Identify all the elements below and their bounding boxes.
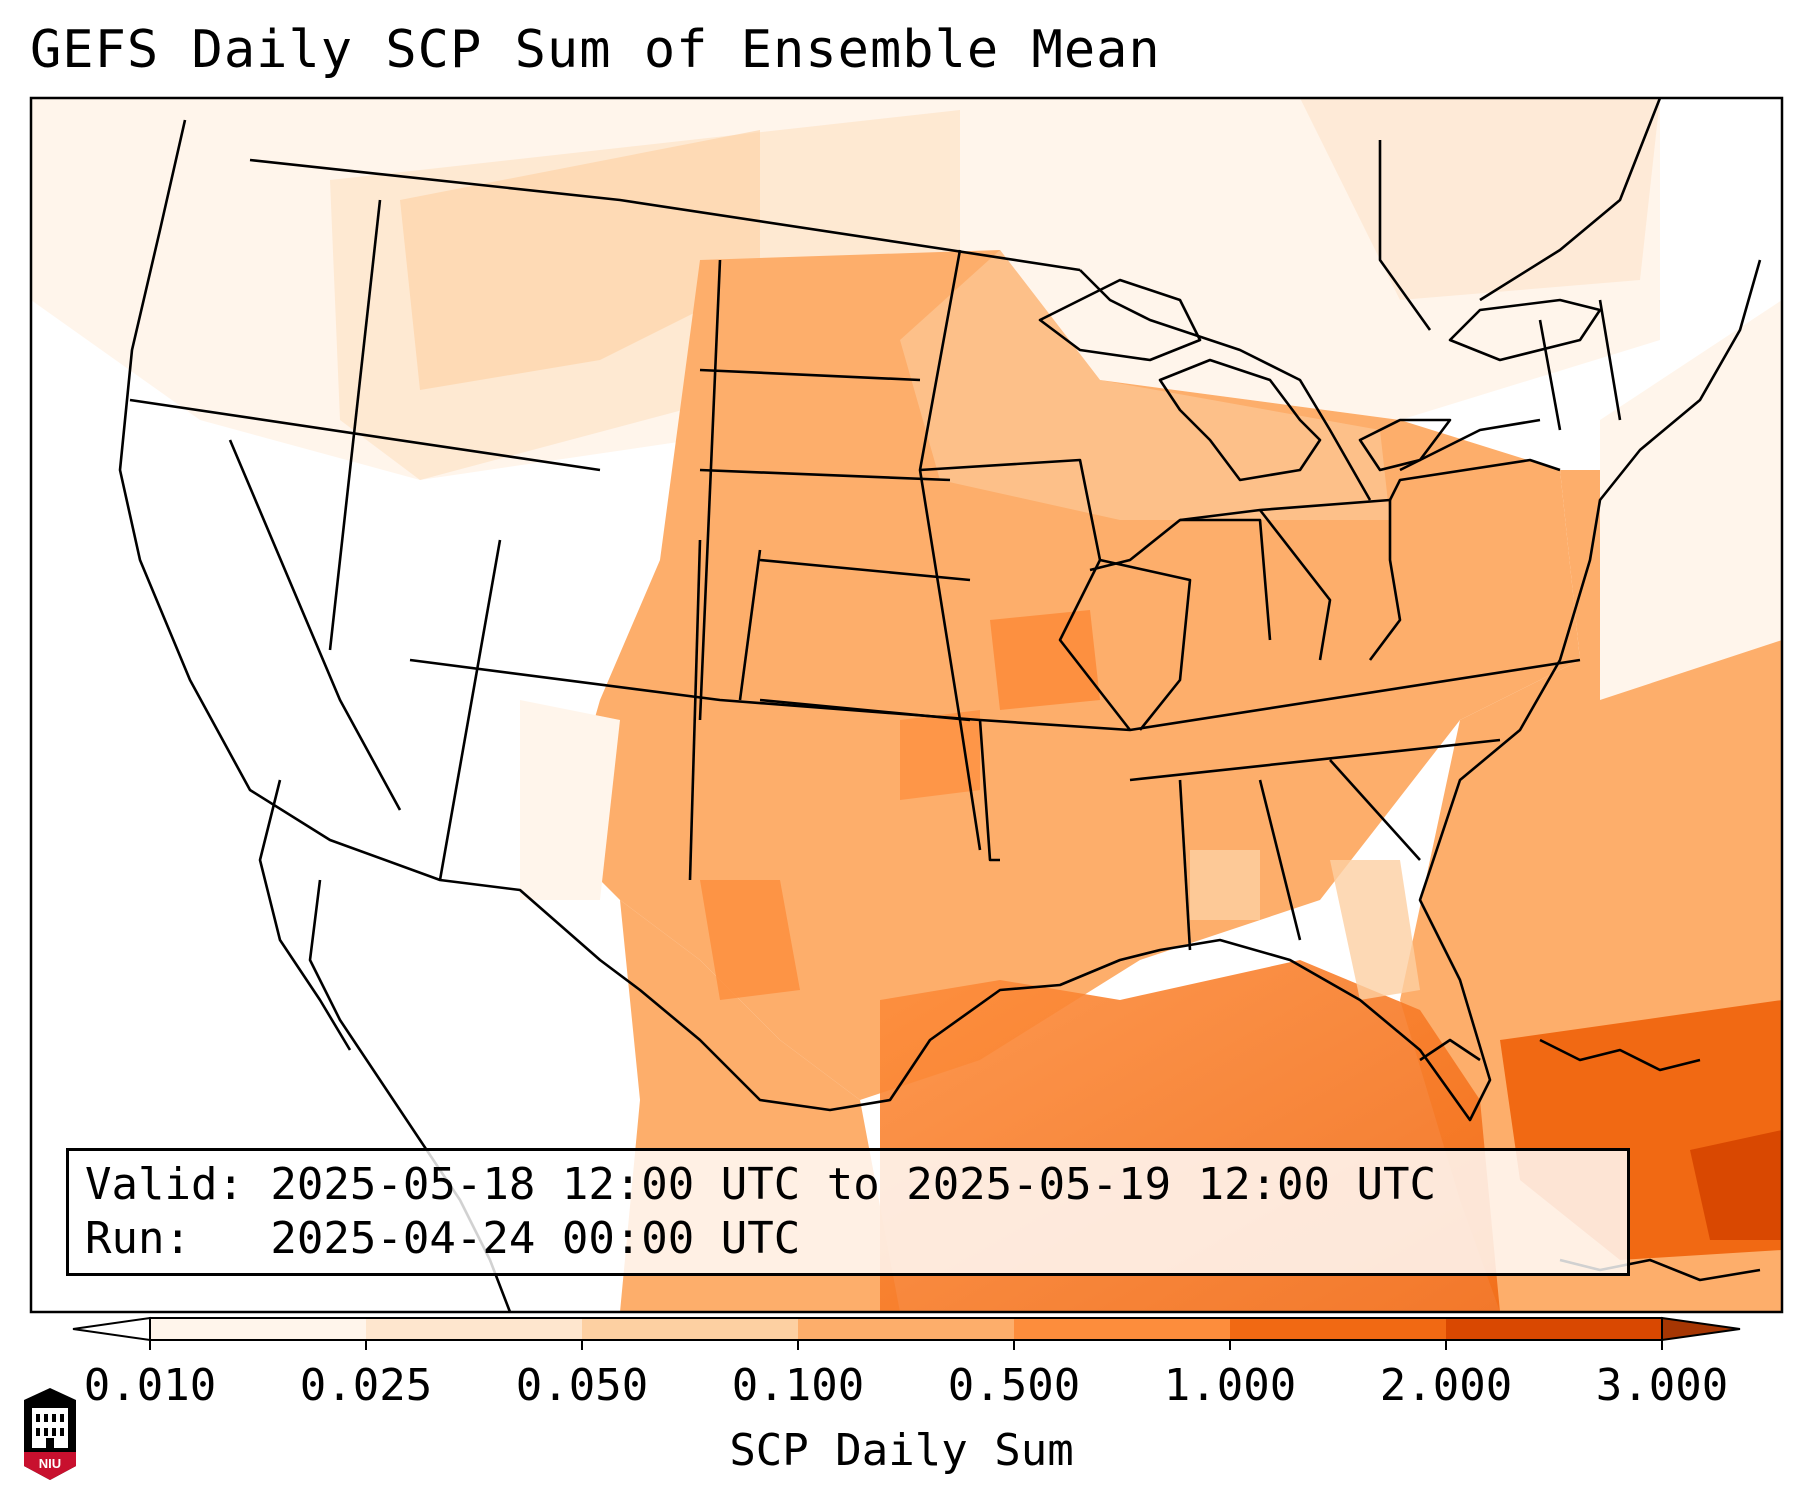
colorbar-tick-label: 1.000 [1163,1360,1297,1411]
colorbar-label: SCP Daily Sum [729,1425,1074,1476]
colorbar-tick-label: 0.050 [515,1360,649,1411]
colorbar-tick-label: 0.100 [731,1360,865,1411]
valid-run-box: Valid: 2025-05-18 12:00 UTC to 2025-05-1… [66,1148,1630,1276]
scp-field [31,98,1782,1312]
niu-logo: NIU [24,1388,76,1480]
valid-time-text: Valid: 2025-05-18 12:00 UTC to 2025-05-1… [85,1159,1437,1210]
map-title: GEFS Daily SCP Sum of Ensemble Mean [30,20,1161,80]
colorbar-tick-label: 0.010 [83,1360,217,1411]
colorbar-tick-label: 3.000 [1595,1360,1729,1411]
run-time-text: Run: 2025-04-24 00:00 UTC [85,1213,801,1264]
colorbar-tick-label: 0.025 [299,1360,433,1411]
colorbar [72,1316,1741,1350]
colorbar-tick-label: 2.000 [1379,1360,1513,1411]
map-frame [29,96,1784,1314]
svg-text:NIU: NIU [39,1456,61,1471]
colorbar-tick-label: 0.500 [947,1360,1081,1411]
state-borders [118,98,1762,1312]
